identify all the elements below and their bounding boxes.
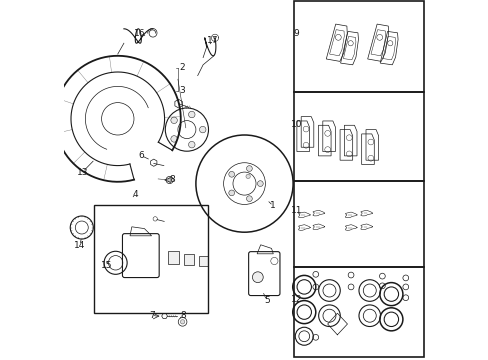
Text: 3: 3 xyxy=(179,86,185,95)
Circle shape xyxy=(199,126,205,133)
Bar xyxy=(294,92,423,181)
Text: 11: 11 xyxy=(290,206,302,215)
Text: 9: 9 xyxy=(293,29,299,38)
Text: 6: 6 xyxy=(138,151,144,160)
Circle shape xyxy=(167,178,171,182)
Bar xyxy=(294,181,423,267)
Circle shape xyxy=(228,190,234,196)
Bar xyxy=(199,256,208,266)
Circle shape xyxy=(245,174,250,179)
Circle shape xyxy=(257,181,263,186)
Text: 16: 16 xyxy=(134,29,145,37)
Text: 1: 1 xyxy=(270,202,276,210)
Text: 7: 7 xyxy=(148,310,154,320)
Text: 8: 8 xyxy=(169,175,175,184)
Text: 15: 15 xyxy=(101,261,113,270)
Text: 8: 8 xyxy=(180,310,186,320)
Circle shape xyxy=(188,111,195,118)
Text: 13: 13 xyxy=(77,167,88,176)
Bar xyxy=(294,267,423,357)
Circle shape xyxy=(252,272,263,283)
Text: 5: 5 xyxy=(264,296,269,305)
Circle shape xyxy=(188,141,195,148)
Text: 10: 10 xyxy=(290,120,302,129)
Text: 4: 4 xyxy=(133,190,138,199)
Circle shape xyxy=(170,136,177,142)
Circle shape xyxy=(246,196,252,202)
Circle shape xyxy=(246,166,252,171)
Text: 14: 14 xyxy=(74,241,85,250)
Bar xyxy=(94,205,208,313)
Circle shape xyxy=(228,171,234,177)
Bar xyxy=(294,1,423,92)
Text: 2: 2 xyxy=(180,63,185,72)
Text: 17: 17 xyxy=(206,36,218,45)
Text: 12: 12 xyxy=(290,295,302,304)
Circle shape xyxy=(180,320,184,324)
Bar xyxy=(167,251,178,264)
Circle shape xyxy=(170,117,177,123)
Bar xyxy=(183,254,194,265)
